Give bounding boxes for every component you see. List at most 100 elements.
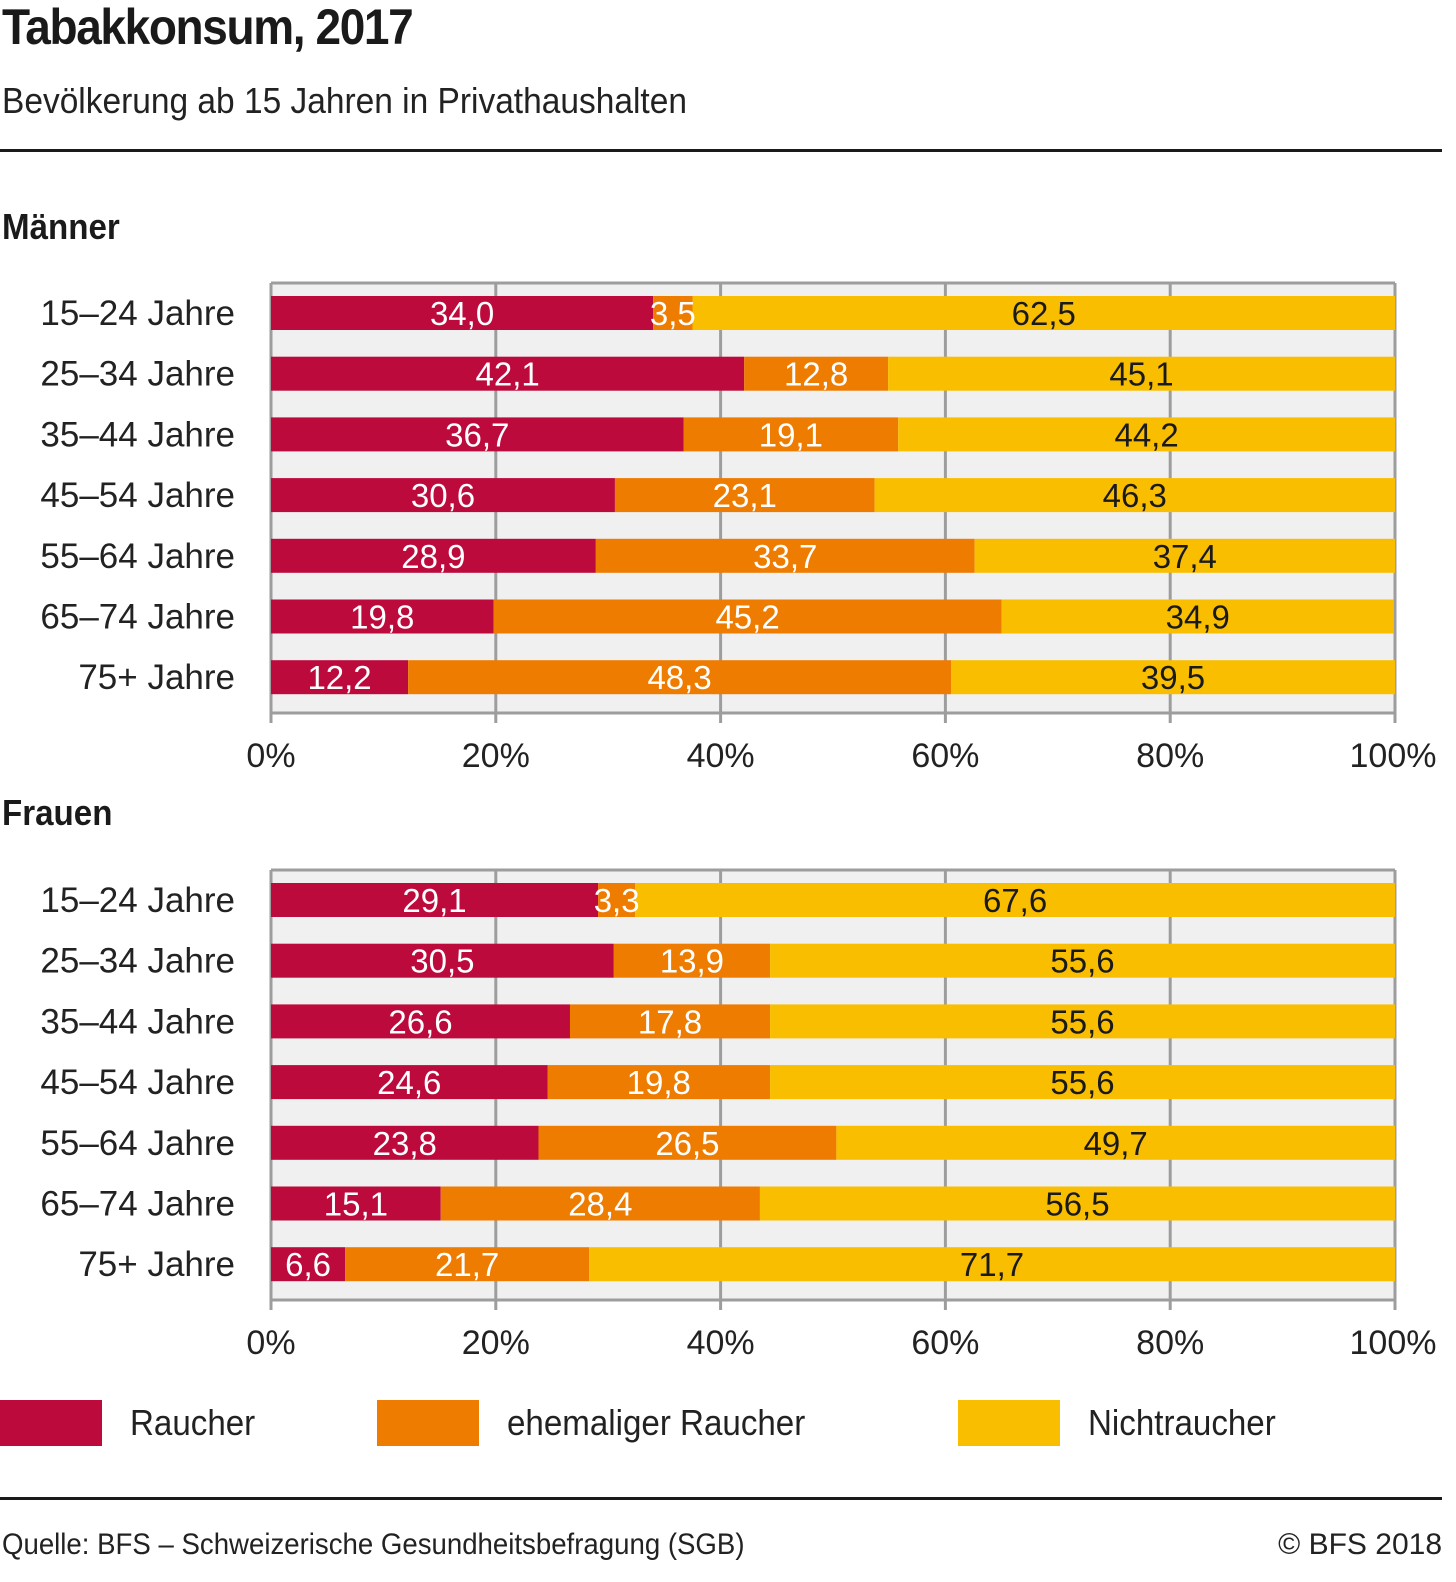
bar-segment-raucher — [271, 478, 615, 513]
data-label-raucher: 30,6 — [411, 477, 475, 514]
bar-segment-raucher — [271, 538, 596, 573]
data-label-nichtraucher: 55,6 — [1050, 943, 1114, 980]
data-label-raucher: 29,1 — [402, 882, 466, 919]
bar-segment-raucher — [271, 660, 409, 695]
y-category-label: 75+ Jahre — [78, 1245, 235, 1284]
data-label-nichtraucher: 71,7 — [960, 1246, 1024, 1283]
header-divider — [0, 149, 1442, 152]
legend: Raucher ehemaliger Raucher Nichtraucher — [0, 1400, 1456, 1448]
bar-segment-ehemaliger-raucher — [493, 599, 1002, 634]
bar-segment-nichtraucher — [770, 943, 1395, 978]
y-category-label: 65–74 Jahre — [40, 1185, 235, 1224]
y-category-label: 45–54 Jahre — [40, 1063, 235, 1102]
x-tick-label: 40% — [687, 1324, 755, 1362]
bar-segment-ehemaliger-raucher — [653, 296, 693, 330]
x-tick-label: 60% — [911, 737, 979, 775]
data-label-ehemaliger-raucher: 12,8 — [784, 356, 848, 393]
legend-swatch-ehemaliger-raucher — [377, 1400, 479, 1446]
data-label-nichtraucher: 56,5 — [1045, 1186, 1109, 1223]
data-label-raucher: 34,0 — [430, 295, 494, 332]
x-tick-label: 20% — [462, 1324, 530, 1362]
y-category-label: 15–24 Jahre — [40, 294, 235, 333]
data-label-nichtraucher: 67,6 — [983, 882, 1047, 919]
data-label-nichtraucher: 39,5 — [1141, 659, 1205, 696]
bar-segment-ehemaliger-raucher — [683, 417, 899, 452]
legend-label: Nichtraucher — [1088, 1402, 1276, 1443]
bar-segment-nichtraucher — [635, 883, 1395, 917]
bar-segment-raucher — [271, 417, 684, 452]
source-note: Quelle: BFS – Schweizerische Gesundheits… — [2, 1528, 745, 1561]
data-label-raucher: 24,6 — [377, 1064, 441, 1101]
bar-segment-raucher — [271, 1247, 346, 1282]
bar-segment-raucher — [271, 296, 654, 330]
data-label-ehemaliger-raucher: 26,5 — [655, 1125, 719, 1162]
bar-segment-ehemaliger-raucher — [614, 478, 875, 513]
y-category-label: 45–54 Jahre — [40, 476, 235, 515]
data-label-raucher: 26,6 — [388, 1003, 452, 1040]
data-label-nichtraucher: 44,2 — [1114, 416, 1178, 453]
bar-segment-ehemaliger-raucher — [440, 1186, 760, 1221]
legend-label: Raucher — [130, 1402, 256, 1443]
bar-segment-nichtraucher — [589, 1247, 1395, 1282]
legend-item-ehemaliger-raucher: ehemaliger Raucher — [377, 1400, 831, 1446]
data-label-raucher: 23,8 — [373, 1125, 437, 1162]
bar-segment-nichtraucher — [770, 1004, 1395, 1039]
y-category-label: 25–34 Jahre — [40, 355, 235, 394]
x-tick-label: 0% — [246, 1324, 295, 1362]
bar-segment-raucher — [271, 599, 494, 634]
bar-segment-ehemaliger-raucher — [345, 1247, 590, 1282]
x-tick-label: 100% — [1350, 1324, 1437, 1362]
data-label-ehemaliger-raucher: 21,7 — [435, 1246, 499, 1283]
bar-segment-raucher — [271, 1186, 441, 1221]
panel-title-frauen: Frauen — [2, 792, 113, 833]
data-label-ehemaliger-raucher: 19,8 — [627, 1064, 691, 1101]
y-category-label: 25–34 Jahre — [40, 942, 235, 981]
data-label-ehemaliger-raucher: 23,1 — [713, 477, 777, 514]
y-category-label: 55–64 Jahre — [40, 1124, 235, 1163]
bar-segment-ehemaliger-raucher — [598, 883, 636, 917]
x-tick-label: 80% — [1136, 737, 1204, 775]
bar-segment-nichtraucher — [770, 1065, 1395, 1100]
bar-segment-raucher — [271, 943, 614, 978]
bar-segment-ehemaliger-raucher — [595, 538, 975, 573]
legend-label: ehemaliger Raucher — [507, 1402, 806, 1443]
data-label-raucher: 15,1 — [324, 1186, 388, 1223]
data-label-raucher: 19,8 — [350, 599, 414, 636]
chart-subtitle: Bevölkerung ab 15 Jahren in Privathausha… — [2, 80, 687, 121]
legend-item-raucher: Raucher — [0, 1400, 266, 1446]
bar-segment-nichtraucher — [974, 538, 1395, 573]
bar-segment-raucher — [271, 1125, 539, 1160]
bar-segment-raucher — [271, 883, 599, 917]
legend-item-nichtraucher: Nichtraucher — [958, 1400, 1292, 1446]
y-category-label: 55–64 Jahre — [40, 537, 235, 576]
x-tick-label: 80% — [1136, 1324, 1204, 1362]
bar-segment-nichtraucher — [898, 417, 1395, 452]
y-category-label: 35–44 Jahre — [40, 1002, 235, 1041]
chart-frauen: 0% 20% 40% 60% 80% 100% 15–24 Jahre 29,1 3,3 67,6… — [40, 868, 1437, 1362]
data-label-nichtraucher: 62,5 — [1012, 295, 1076, 332]
data-label-raucher: 12,2 — [307, 659, 371, 696]
bar-segment-nichtraucher — [888, 356, 1395, 391]
data-label-ehemaliger-raucher: 3,5 — [650, 295, 696, 332]
bar-segment-raucher — [271, 1065, 548, 1100]
x-tick-label: 0% — [246, 737, 295, 775]
data-label-nichtraucher: 37,4 — [1153, 538, 1217, 575]
bar-segment-ehemaliger-raucher — [547, 1065, 771, 1100]
x-tick-label: 40% — [687, 737, 755, 775]
chart-title: Tabakkonsum, 2017 — [2, 0, 414, 55]
y-category-label: 15–24 Jahre — [40, 881, 235, 920]
bar-segment-ehemaliger-raucher — [408, 660, 952, 695]
bar-segment-ehemaliger-raucher — [569, 1004, 771, 1039]
data-label-nichtraucher: 34,9 — [1166, 599, 1230, 636]
bar-segment-nichtraucher — [951, 660, 1395, 695]
data-label-nichtraucher: 46,3 — [1103, 477, 1167, 514]
panel-title-maenner: Männer — [2, 206, 120, 247]
bar-segment-nichtraucher — [1001, 599, 1394, 634]
bar-segment-ehemaliger-raucher — [538, 1125, 837, 1160]
data-label-raucher: 6,6 — [285, 1246, 331, 1283]
bar-segment-nichtraucher — [692, 296, 1395, 330]
x-tick-label: 100% — [1350, 737, 1437, 775]
legend-swatch-raucher — [0, 1400, 102, 1446]
bar-segment-raucher — [271, 356, 745, 391]
bar-segment-nichtraucher — [836, 1125, 1395, 1160]
